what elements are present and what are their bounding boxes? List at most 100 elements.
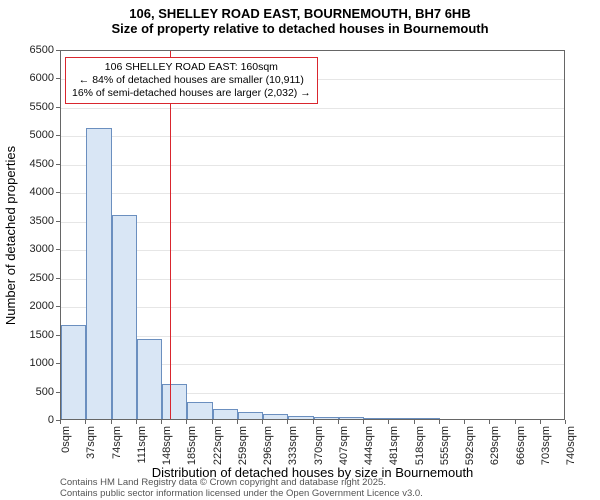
x-tick-label: 629sqm [489, 426, 501, 465]
x-tick-mark [515, 420, 516, 424]
x-tick-label: 0sqm [60, 426, 72, 453]
x-tick-label: 740sqm [565, 426, 577, 465]
histogram-bar [238, 412, 263, 419]
x-tick-mark [363, 420, 364, 424]
y-tick-label: 500 [36, 386, 54, 398]
footer-line2: Contains public sector information licen… [60, 489, 423, 500]
x-tick-mark [60, 420, 61, 424]
x-tick-mark [262, 420, 263, 424]
histogram-bar [61, 325, 86, 419]
y-tick-label: 4000 [30, 186, 54, 198]
y-tick-mark [56, 306, 60, 307]
y-tick-label: 3500 [30, 215, 54, 227]
histogram-bar [187, 402, 212, 419]
y-tick-label: 1500 [30, 329, 54, 341]
gridline [61, 165, 564, 166]
histogram-bar [112, 215, 137, 419]
chart-title: 106, SHELLEY ROAD EAST, BOURNEMOUTH, BH7… [0, 0, 600, 36]
histogram-bar [137, 339, 162, 419]
histogram-bar [263, 414, 288, 419]
x-tick-label: 555sqm [439, 426, 451, 465]
x-tick-mark [565, 420, 566, 424]
x-tick-label: 518sqm [414, 426, 426, 465]
y-tick-label: 3000 [30, 243, 54, 255]
x-tick-mark [313, 420, 314, 424]
marker-line [170, 51, 171, 419]
x-tick-label: 444sqm [363, 426, 375, 465]
plot-frame: 106 SHELLEY ROAD EAST: 160sqm← 84% of de… [60, 50, 565, 420]
histogram-bar [389, 418, 414, 419]
x-tick-label: 259sqm [237, 426, 249, 465]
x-tick-label: 37sqm [85, 426, 97, 459]
footer-attribution: Contains HM Land Registry data © Crown c… [60, 478, 423, 500]
histogram-bar [339, 417, 364, 419]
x-tick-mark [414, 420, 415, 424]
y-tick-mark [56, 221, 60, 222]
y-axis-title: Number of detached properties [2, 50, 20, 420]
y-tick-label: 2500 [30, 272, 54, 284]
annotation-box: 106 SHELLEY ROAD EAST: 160sqm← 84% of de… [65, 57, 318, 104]
histogram-bar [213, 409, 238, 419]
y-tick-label: 4500 [30, 158, 54, 170]
x-tick-label: 370sqm [313, 426, 325, 465]
y-tick-mark [56, 392, 60, 393]
x-tick-label: 481sqm [388, 426, 400, 465]
x-tick-mark [136, 420, 137, 424]
x-tick-label: 148sqm [161, 426, 173, 465]
y-tick-mark [56, 335, 60, 336]
histogram-bar [86, 128, 111, 419]
x-tick-mark [186, 420, 187, 424]
x-tick-mark [111, 420, 112, 424]
x-tick-mark [464, 420, 465, 424]
x-tick-mark [287, 420, 288, 424]
x-tick-mark [388, 420, 389, 424]
y-tick-mark [56, 249, 60, 250]
x-tick-mark [85, 420, 86, 424]
y-tick-label: 0 [48, 414, 54, 426]
annotation-line1: 106 SHELLEY ROAD EAST: 160sqm [72, 61, 311, 74]
y-tick-label: 5500 [30, 101, 54, 113]
title-line2: Size of property relative to detached ho… [0, 21, 600, 36]
y-tick-label: 2000 [30, 300, 54, 312]
y-tick-mark [56, 78, 60, 79]
x-tick-label: 74sqm [111, 426, 123, 459]
x-tick-mark [489, 420, 490, 424]
histogram-bar [314, 417, 339, 419]
gridline [61, 108, 564, 109]
histogram-bar [288, 416, 313, 419]
y-tick-mark [56, 164, 60, 165]
y-tick-mark [56, 107, 60, 108]
x-tick-mark [439, 420, 440, 424]
y-tick-label: 6000 [30, 72, 54, 84]
x-tick-label: 703sqm [540, 426, 552, 465]
x-tick-mark [237, 420, 238, 424]
x-tick-mark [161, 420, 162, 424]
y-tick-mark [56, 192, 60, 193]
x-tick-label: 407sqm [338, 426, 350, 465]
x-tick-label: 111sqm [136, 426, 148, 464]
annotation-line3: 16% of semi-detached houses are larger (… [72, 87, 311, 100]
y-tick-mark [56, 363, 60, 364]
y-tick-mark [56, 278, 60, 279]
x-tick-label: 592sqm [464, 426, 476, 465]
x-tick-label: 185sqm [186, 426, 198, 465]
y-tick-label: 5000 [30, 129, 54, 141]
annotation-line2: ← 84% of detached houses are smaller (10… [72, 74, 311, 87]
x-tick-label: 296sqm [262, 426, 274, 465]
x-tick-label: 666sqm [515, 426, 527, 465]
y-tick-mark [56, 135, 60, 136]
y-tick-label: 6500 [30, 44, 54, 56]
x-tick-mark [212, 420, 213, 424]
histogram-bar [364, 418, 389, 419]
histogram-bar [162, 384, 187, 419]
y-tick-label: 1000 [30, 357, 54, 369]
y-tick-mark [56, 50, 60, 51]
gridline [61, 193, 564, 194]
chart-plot-area: 106 SHELLEY ROAD EAST: 160sqm← 84% of de… [60, 50, 565, 420]
x-tick-mark [338, 420, 339, 424]
histogram-bar [415, 418, 440, 419]
x-tick-label: 222sqm [212, 426, 224, 465]
title-line1: 106, SHELLEY ROAD EAST, BOURNEMOUTH, BH7… [0, 6, 600, 21]
gridline [61, 136, 564, 137]
x-tick-mark [540, 420, 541, 424]
